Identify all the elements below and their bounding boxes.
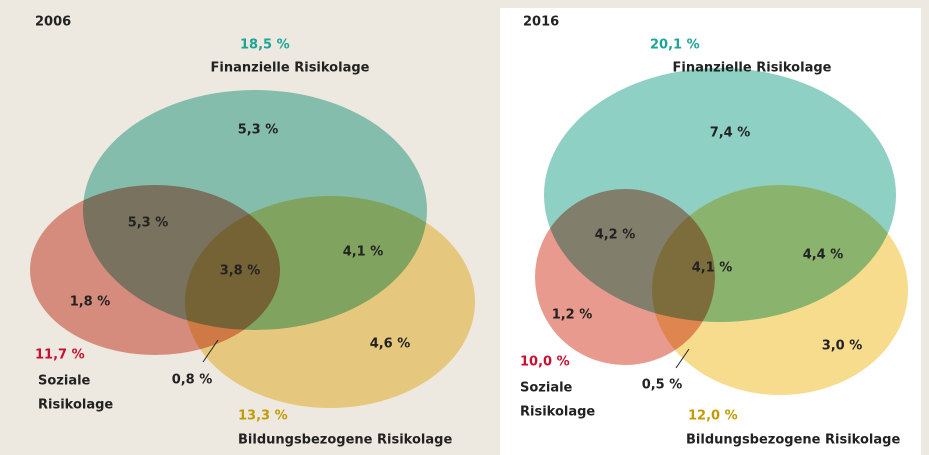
education-circle [185, 196, 475, 408]
financial-total: 18,5 % [240, 38, 290, 53]
region-value: 1,2 % [552, 308, 593, 323]
region-value: 4,2 % [595, 228, 636, 243]
region-value: 3,0 % [822, 339, 863, 354]
social-label: Soziale [38, 374, 91, 389]
region-value: 4,4 % [803, 248, 844, 263]
region-value: 3,8 % [220, 264, 261, 279]
venn-panel: 2006 18,5 % Finanzielle Risikolage 11,7 % So… [30, 15, 475, 448]
region-value: 5,3 % [238, 123, 279, 138]
leader-line [202, 339, 219, 363]
education-total: 12,0 % [688, 409, 738, 424]
financial-label: Finanzielle Risikolage [673, 61, 832, 76]
region-value: 4,1 % [343, 245, 384, 260]
education-label: Bildungsbezogene Risikolage [238, 433, 452, 448]
social-label: Risikolage [520, 405, 595, 420]
year-label: 2006 [35, 15, 71, 30]
venn-panel: 2016 20,1 % Finanzielle Risikolage 10,0 % So… [520, 15, 908, 448]
leader-line [675, 348, 690, 369]
region-value: 0,5 % [642, 378, 683, 393]
social-total: 11,7 % [35, 348, 85, 363]
education-label: Bildungsbezogene Risikolage [686, 433, 900, 448]
region-value: 4,6 % [370, 337, 411, 352]
region-value: 5,3 % [128, 216, 169, 231]
social-label: Risikolage [38, 398, 113, 413]
region-value: 4,1 % [692, 261, 733, 276]
education-circle [652, 185, 908, 395]
region-value: 1,8 % [70, 295, 111, 310]
region-value: 7,4 % [710, 126, 751, 141]
year-label: 2016 [523, 15, 559, 30]
region-value: 0,8 % [172, 373, 213, 388]
education-total: 13,3 % [238, 409, 288, 424]
financial-total: 20,1 % [650, 38, 700, 53]
social-label: Soziale [520, 381, 573, 396]
financial-label: Finanzielle Risikolage [211, 61, 370, 76]
social-total: 10,0 % [520, 355, 570, 370]
